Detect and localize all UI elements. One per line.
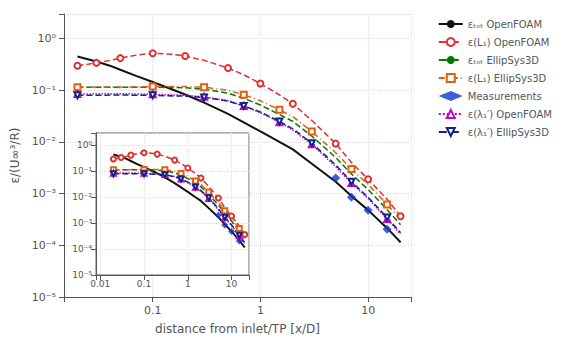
svg-text:10⁰: 10⁰ <box>38 32 57 45</box>
svg-text:10⁻⁵: 10⁻⁵ <box>72 270 92 280</box>
svg-text:ε(L₁) EllipSys3D: ε(L₁) EllipSys3D <box>468 73 547 84</box>
svg-text:10⁻²: 10⁻² <box>32 135 56 148</box>
svg-text:ε(λ₁′) OpenFOAM: ε(λ₁′) OpenFOAM <box>468 109 552 120</box>
svg-text:ε(λ₁′) EllipSys3D: ε(λ₁′) EllipSys3D <box>468 127 549 138</box>
svg-text:10⁻⁵: 10⁻⁵ <box>32 291 56 304</box>
svg-text:10: 10 <box>226 279 238 289</box>
svg-text:ε(L₁) OpenFOAM: ε(L₁) OpenFOAM <box>468 37 550 48</box>
svg-text:1: 1 <box>257 304 264 317</box>
svg-text:10⁻⁴: 10⁻⁴ <box>72 244 92 254</box>
svg-text:10⁻⁴: 10⁻⁴ <box>32 239 57 252</box>
svg-text:10⁻¹: 10⁻¹ <box>72 166 92 176</box>
svg-text:εₜₒₜ EllipSys3D: εₜₒₜ EllipSys3D <box>468 55 539 66</box>
svg-text:distance from inlet/TP [x/D]: distance from inlet/TP [x/D] <box>155 322 320 336</box>
svg-text:ε/(U∞³/R): ε/(U∞³/R) <box>8 128 22 184</box>
svg-text:0.1: 0.1 <box>137 279 151 289</box>
svg-text:εₜₒₜ OpenFOAM: εₜₒₜ OpenFOAM <box>468 19 542 30</box>
svg-text:10: 10 <box>361 304 375 317</box>
svg-text:0.1: 0.1 <box>144 304 162 317</box>
svg-text:Measurements: Measurements <box>468 91 542 102</box>
svg-text:10⁻¹: 10⁻¹ <box>32 84 56 97</box>
svg-text:10⁻²: 10⁻² <box>72 192 92 202</box>
svg-text:1: 1 <box>185 279 191 289</box>
svg-text:10⁻³: 10⁻³ <box>72 218 92 228</box>
svg-text:10⁻³: 10⁻³ <box>32 187 56 200</box>
svg-text:10⁰: 10⁰ <box>77 140 92 150</box>
svg-text:0.01: 0.01 <box>90 279 110 289</box>
